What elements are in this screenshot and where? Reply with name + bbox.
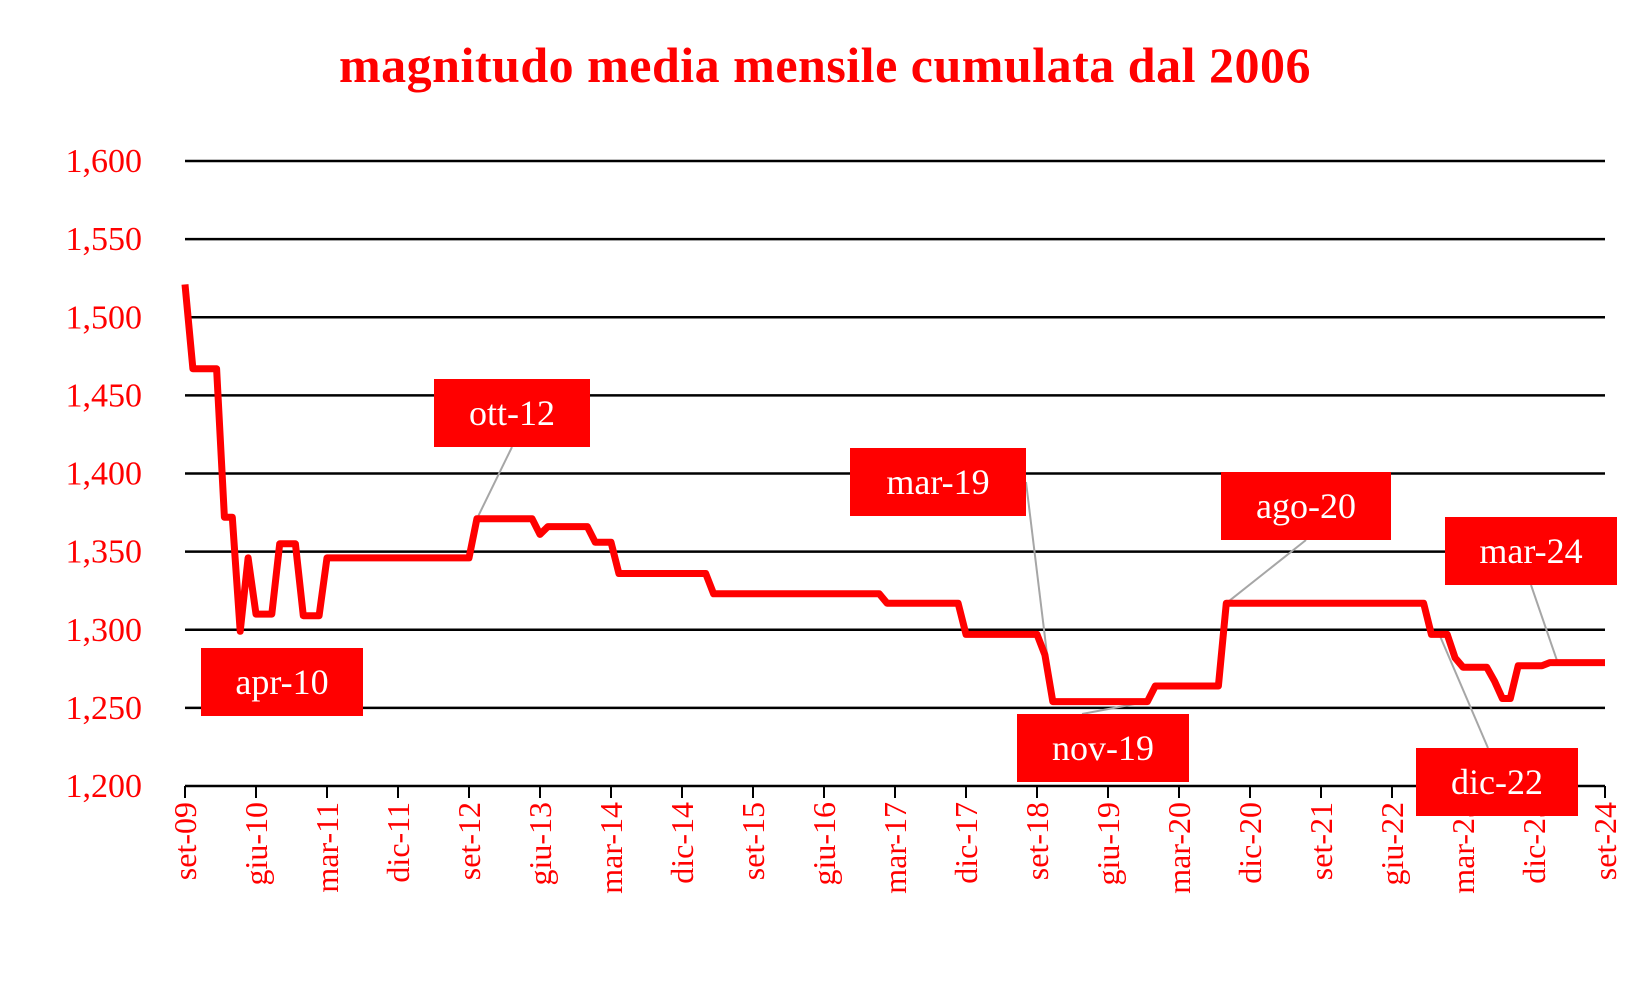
annotation-ott-12: ott-12 [434,379,590,447]
x-tick-label: mar-17 [877,802,913,894]
annotation-leader [1530,584,1559,663]
annotation-box [1445,517,1617,585]
x-tick-label: set-18 [1019,802,1055,880]
x-tick-label: mar-23 [1445,802,1481,894]
annotation-apr-10: apr-10 [201,648,363,716]
x-axis [184,784,1606,798]
x-tick-label: set-21 [1303,802,1339,880]
y-tick-label: 1,600 [66,143,143,180]
annotation-box [1416,748,1578,816]
annotation-box [1017,714,1189,782]
x-tick-label: set-15 [735,802,771,880]
x-tick-label: giu-10 [238,802,274,886]
annotation-leader [476,446,513,520]
annotation-box [850,448,1026,516]
x-tick-label: dic-11 [380,802,416,883]
annotation-leader [1225,539,1307,604]
annotation-label: apr-10 [235,662,328,702]
data-series [181,284,1605,706]
annotation-leader [1438,634,1489,749]
x-tick-label: dic-20 [1232,802,1268,884]
x-tick-label: set-09 [167,802,203,880]
annotation-box [1221,472,1391,540]
annotation-mar-19: mar-19 [850,448,1026,516]
x-tick-label: mar-11 [309,802,345,893]
y-tick-label: 1,300 [66,612,143,649]
annotation-label: ott-12 [469,393,555,433]
series-line [181,284,1605,706]
y-tick-label: 1,200 [66,768,143,805]
gridlines [185,159,1605,710]
y-tick-label: 1,250 [66,690,143,727]
annotation-nov-19: nov-19 [1017,714,1189,782]
y-tick-label: 1,350 [66,534,143,571]
annotation-label: dic-22 [1451,762,1543,802]
annotation-label: ago-20 [1256,486,1356,526]
x-tick-label: dic-14 [664,802,700,884]
annotation-dic-22: dic-22 [1416,748,1578,816]
x-tick-label: giu-16 [806,802,842,886]
x-tick-label: set-12 [451,802,487,880]
annotation-label: mar-24 [1479,531,1582,571]
annotation-box [201,648,363,716]
x-tick-label: mar-20 [1161,802,1197,894]
annotation-mar-24: mar-24 [1445,517,1617,585]
x-tick-label: giu-22 [1374,802,1410,886]
x-tick-label: giu-19 [1090,802,1126,886]
chart-title: magnitudo media mensile cumulata dal 200… [339,37,1311,93]
y-tick-label: 1,400 [66,456,143,493]
x-axis-tick-labels: set-09 giu-10 mar-11 dic-11 set-12 giu-13 mar-… [167,802,1623,894]
y-tick-label: 1,550 [66,221,143,258]
y-tick-label: 1,450 [66,377,143,414]
x-tick-label: dic-17 [948,802,984,884]
y-tick-label: 1,500 [66,299,143,336]
annotation-box [434,379,590,447]
annotation-labels: apr-10 ott-12 mar-19 nov-19 ago-20 dic-22 mar-… [201,379,1617,816]
x-tick-label: set-24 [1587,802,1623,880]
annotation-label: nov-19 [1052,728,1154,768]
x-tick-label: mar-14 [593,802,629,894]
annotation-ago-20: ago-20 [1221,472,1391,540]
y-axis-tick-labels: 1,200 1,250 1,300 1,350 1,400 1,450 1,500 1,550… [66,143,143,805]
x-tick-label: giu-13 [522,802,558,886]
annotation-label: mar-19 [886,462,989,502]
